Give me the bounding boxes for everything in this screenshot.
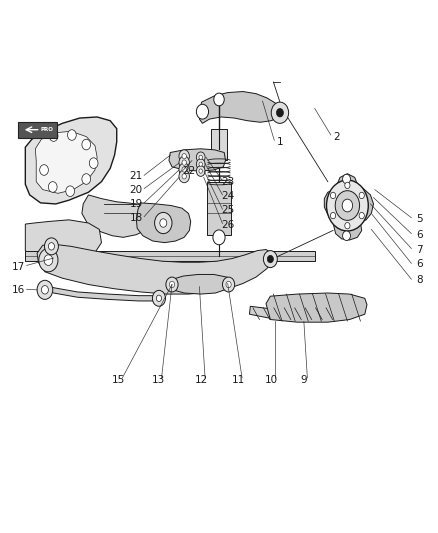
Circle shape (276, 109, 283, 117)
Circle shape (330, 192, 336, 199)
Circle shape (166, 277, 178, 292)
Text: 21: 21 (130, 172, 143, 181)
Text: 15: 15 (112, 375, 126, 385)
Circle shape (199, 162, 202, 166)
Circle shape (37, 280, 53, 300)
Text: 5: 5 (416, 214, 423, 224)
Circle shape (44, 255, 53, 265)
Polygon shape (25, 220, 102, 266)
Text: 9: 9 (300, 375, 307, 385)
Circle shape (199, 169, 202, 173)
Text: 23: 23 (221, 176, 234, 187)
Circle shape (82, 174, 91, 184)
Circle shape (156, 295, 162, 302)
Circle shape (199, 155, 202, 159)
Circle shape (267, 255, 273, 263)
Circle shape (49, 131, 58, 141)
Circle shape (271, 102, 289, 123)
FancyBboxPatch shape (18, 122, 57, 138)
Polygon shape (136, 203, 191, 243)
Polygon shape (324, 184, 374, 225)
Circle shape (67, 130, 76, 140)
Text: 6: 6 (416, 260, 423, 269)
Circle shape (179, 150, 189, 163)
Text: 20: 20 (130, 184, 143, 195)
Circle shape (48, 182, 57, 192)
Text: 22: 22 (182, 166, 195, 176)
Text: PRO: PRO (40, 127, 53, 132)
Circle shape (196, 159, 205, 169)
Circle shape (196, 104, 208, 119)
Circle shape (335, 191, 360, 220)
FancyBboxPatch shape (211, 128, 227, 160)
Circle shape (226, 281, 231, 288)
Circle shape (179, 170, 189, 183)
Circle shape (342, 199, 353, 212)
Circle shape (82, 139, 91, 150)
Circle shape (359, 192, 364, 199)
Text: 19: 19 (130, 199, 143, 209)
Circle shape (160, 219, 167, 227)
Circle shape (213, 230, 225, 245)
Text: 13: 13 (152, 375, 165, 385)
Circle shape (343, 174, 350, 184)
Text: 25: 25 (221, 205, 234, 215)
Polygon shape (35, 131, 97, 193)
Circle shape (196, 166, 205, 176)
Circle shape (48, 243, 54, 250)
Circle shape (263, 251, 277, 268)
Text: 8: 8 (416, 275, 423, 285)
Polygon shape (37, 244, 273, 294)
Text: 16: 16 (12, 285, 25, 295)
Circle shape (170, 281, 175, 288)
Polygon shape (39, 284, 160, 301)
Polygon shape (250, 306, 332, 320)
Text: 1: 1 (277, 137, 283, 147)
Text: 26: 26 (221, 220, 234, 230)
Circle shape (155, 213, 172, 233)
Polygon shape (169, 149, 226, 171)
Circle shape (182, 167, 186, 172)
Circle shape (345, 222, 350, 229)
Polygon shape (25, 251, 315, 261)
Text: 2: 2 (333, 132, 340, 142)
Circle shape (179, 156, 189, 169)
FancyBboxPatch shape (207, 182, 231, 235)
Circle shape (45, 238, 58, 255)
Text: 10: 10 (265, 375, 278, 385)
Polygon shape (169, 274, 232, 294)
Text: 17: 17 (12, 262, 25, 271)
Polygon shape (199, 92, 282, 123)
Polygon shape (82, 195, 149, 237)
Text: 7: 7 (416, 245, 423, 255)
Text: 24: 24 (221, 191, 234, 201)
Circle shape (214, 93, 224, 106)
Polygon shape (266, 293, 367, 322)
Circle shape (182, 160, 186, 165)
Circle shape (359, 213, 364, 219)
Circle shape (345, 182, 350, 189)
Circle shape (152, 290, 166, 306)
Circle shape (196, 152, 205, 163)
Polygon shape (25, 117, 117, 204)
Circle shape (182, 174, 186, 179)
Circle shape (39, 248, 58, 272)
Text: 12: 12 (195, 375, 208, 385)
Text: 18: 18 (130, 213, 143, 223)
Text: 11: 11 (232, 375, 245, 385)
Polygon shape (333, 223, 362, 240)
Circle shape (343, 231, 350, 240)
Polygon shape (336, 174, 358, 192)
Circle shape (89, 158, 98, 168)
Circle shape (223, 277, 235, 292)
Circle shape (326, 180, 368, 231)
Circle shape (66, 186, 74, 197)
Circle shape (182, 154, 186, 159)
Circle shape (40, 165, 48, 175)
Circle shape (330, 213, 336, 219)
Circle shape (179, 163, 189, 176)
Circle shape (42, 286, 48, 294)
Text: 6: 6 (416, 230, 423, 240)
